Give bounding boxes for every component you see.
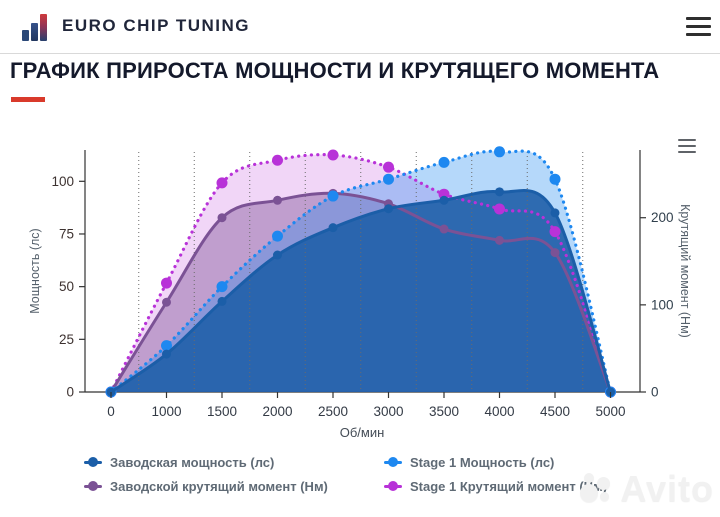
y-left-tick-label: 50 (59, 279, 74, 294)
app-header: EURO CHIP TUNING (0, 0, 720, 54)
x-tick-label: 3500 (429, 404, 459, 419)
legend-item-stage1-torque[interactable]: Stage 1 Крутящий момент (Нм) (384, 474, 684, 498)
legend-label: Заводская мощность (лс) (110, 454, 275, 470)
y-right-tick-label: 0 (651, 385, 659, 400)
legend-marker-icon (384, 457, 402, 467)
y-left-tick-label: 75 (59, 226, 74, 241)
logo-bar-small (22, 30, 29, 41)
series-marker-factory-power (439, 195, 449, 205)
series-marker-factory-torque (162, 297, 171, 307)
x-tick-label: 1000 (151, 404, 181, 419)
series-marker-factory-power (217, 296, 227, 306)
avito-watermark-text: Avito (620, 468, 714, 509)
logo-bar-medium (31, 23, 38, 41)
series-marker-factory-power (273, 250, 282, 260)
series-marker-factory-power (495, 187, 504, 197)
chart-legend: Заводская мощность (лс) Заводской крутящ… (84, 450, 684, 498)
y-axis-left-title: Мощность (лс) (28, 228, 42, 314)
brand-logo-icon (22, 13, 47, 41)
series-marker-factory-torque (495, 235, 504, 245)
x-tick-label: 2500 (318, 404, 348, 419)
series-marker-factory-power (384, 204, 393, 214)
x-tick-label: 4000 (484, 404, 514, 419)
series-marker-stage1-power (494, 146, 505, 158)
series-marker-factory-torque (439, 224, 449, 234)
y-right-tick-label: 200 (651, 210, 674, 225)
brand-name: EURO CHIP TUNING (62, 16, 251, 35)
x-tick-label: 2000 (262, 404, 292, 419)
series-marker-stage1-power (216, 281, 228, 293)
series-marker-factory-power (162, 349, 171, 359)
x-tick-label: 4500 (540, 404, 570, 419)
series-marker-stage1-torque (272, 154, 283, 166)
x-tick-label: 1500 (207, 404, 237, 419)
x-tick-label: 5000 (595, 404, 625, 419)
series-marker-stage1-torque (161, 277, 172, 289)
legend-label: Stage 1 Мощность (лс) (410, 454, 555, 470)
legend-item-factory-torque[interactable]: Заводской крутящий момент (Нм) (84, 474, 384, 498)
x-axis-title: Об/мин (339, 425, 385, 440)
series-marker-stage1-torque (327, 149, 339, 161)
series-line-factory-torque (109, 191, 612, 393)
series-marker-factory-torque (217, 213, 227, 223)
avito-logo-icon (580, 471, 616, 507)
series-marker-stage1-power (549, 173, 561, 185)
avito-watermark: Avito (580, 468, 714, 510)
x-tick-label: 0 (107, 404, 115, 419)
logo-bar-tall (40, 14, 47, 41)
legend-marker-icon (84, 481, 102, 491)
series-marker-stage1-power (272, 230, 283, 242)
y-right-tick-label: 100 (651, 297, 674, 312)
series-marker-stage1-power (161, 340, 172, 352)
y-axis-right-title: Крутящий момент (Нм) (678, 204, 692, 338)
series-marker-stage1-torque (494, 203, 505, 215)
legend-label: Заводской крутящий момент (Нм) (110, 478, 328, 494)
page-title: ГРАФИК ПРИРОСТА МОЩНОСТИ И КРУТЯЩЕГО МОМ… (10, 58, 660, 83)
series-marker-stage1-power (383, 173, 394, 185)
series-marker-stage1-power (438, 156, 450, 168)
series-marker-stage1-torque (549, 226, 561, 238)
y-left-tick-label: 25 (59, 332, 74, 347)
legend-marker-icon (384, 481, 402, 491)
y-left-tick-label: 100 (51, 174, 74, 189)
legend-marker-icon (84, 457, 102, 467)
x-tick-label: 3000 (373, 404, 403, 419)
chart-context-menu-icon[interactable] (678, 139, 696, 153)
title-accent-bar (11, 97, 45, 102)
series-marker-stage1-power (327, 190, 339, 202)
series-marker-stage1-torque (383, 161, 394, 173)
series-marker-factory-torque (550, 248, 560, 258)
legend-item-stage1-power[interactable]: Stage 1 Мощность (лс) (384, 450, 684, 474)
series-marker-factory-torque (273, 195, 282, 205)
hamburger-menu-icon[interactable] (686, 17, 711, 36)
y-left-tick-label: 0 (66, 385, 74, 400)
series-marker-stage1-torque (216, 177, 228, 189)
series-fill-factory-power (111, 190, 611, 392)
legend-item-factory-power[interactable]: Заводская мощность (лс) (84, 450, 384, 474)
series-marker-factory-power (550, 208, 560, 218)
series-marker-factory-power (328, 223, 338, 233)
legend-label: Stage 1 Крутящий момент (Нм) (410, 478, 608, 494)
